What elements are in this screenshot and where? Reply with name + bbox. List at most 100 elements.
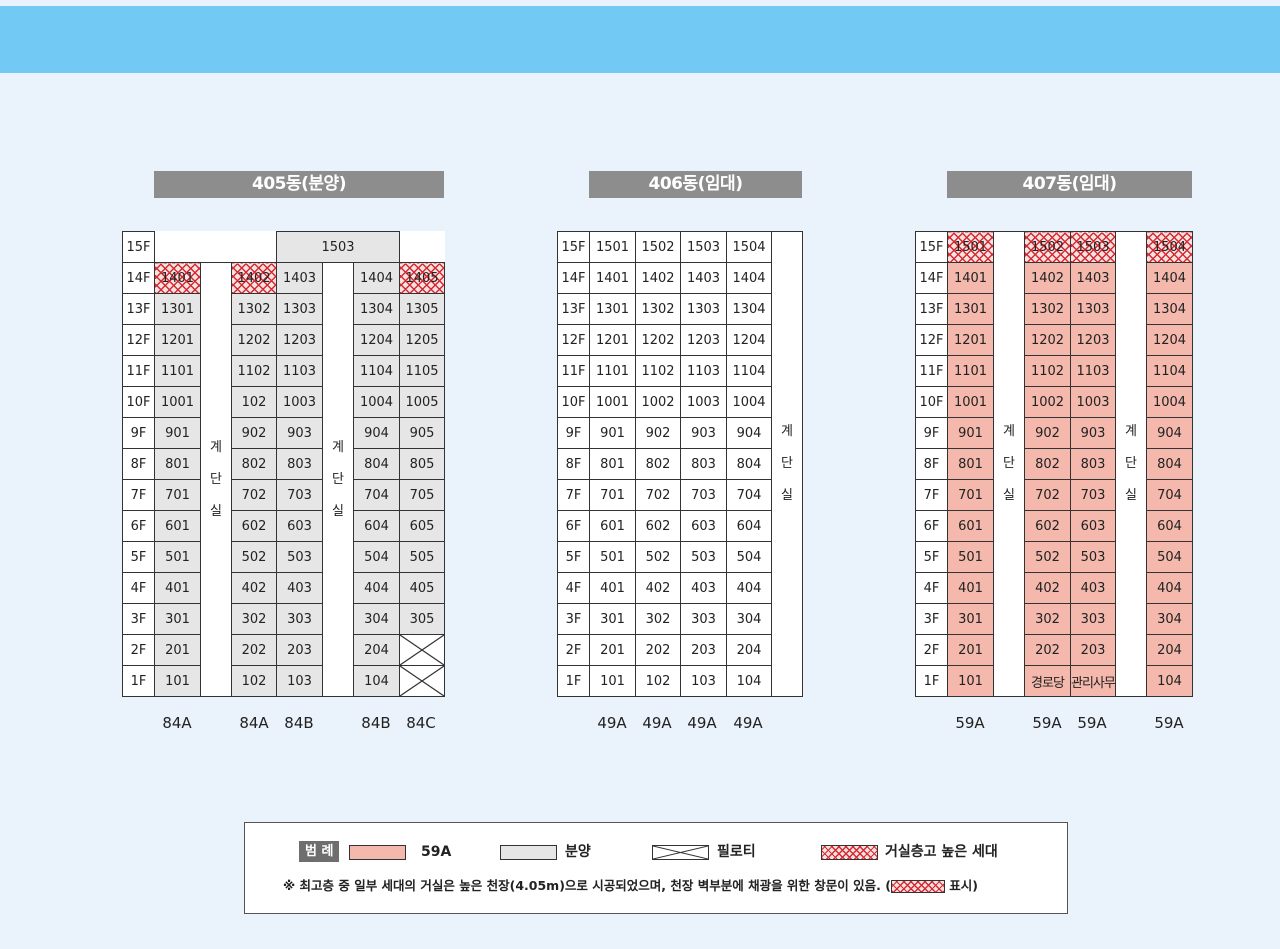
- stairwell: 계 단 실: [200, 262, 232, 697]
- unit-cell: 102: [230, 665, 278, 697]
- unit-cell: 1402: [635, 262, 681, 294]
- unit-cell: 203: [680, 634, 727, 666]
- floor-label: 1F: [557, 665, 590, 697]
- unit-cell: 1503: [1070, 231, 1116, 263]
- unit-cell: 1204: [1146, 324, 1193, 356]
- floor-label: 13F: [122, 293, 155, 325]
- unit-cell: 202: [1024, 634, 1071, 666]
- unit-cell: 305: [399, 603, 446, 635]
- floor-label: 12F: [122, 324, 155, 356]
- legend-title: 범 례: [299, 841, 340, 862]
- empty-cell: [400, 232, 445, 263]
- unit-cell: 501: [947, 541, 994, 573]
- unit-cell: 101: [589, 665, 636, 697]
- floor-label: 5F: [122, 541, 155, 573]
- legend-note-hatch-swatch: [890, 880, 945, 893]
- floor-label: 13F: [915, 293, 948, 325]
- unit-cell: 903: [680, 417, 727, 449]
- floor-label: 1F: [915, 665, 948, 697]
- unit-cell: 905: [399, 417, 446, 449]
- floor-label: 3F: [557, 603, 590, 635]
- unit-cell: 502: [635, 541, 681, 573]
- unit-cell: 201: [947, 634, 994, 666]
- unit-cell: 1304: [353, 293, 401, 325]
- floor-label: 6F: [915, 510, 948, 542]
- unit-cell: 604: [353, 510, 401, 542]
- unit-cell: 1204: [726, 324, 772, 356]
- unit-cell: 504: [353, 541, 401, 573]
- unit-type-label: 49A: [687, 714, 717, 732]
- floor-label: 9F: [557, 417, 590, 449]
- unit-type-label: 84C: [406, 714, 436, 732]
- unit-cell: 1002: [1024, 386, 1071, 418]
- unit-cell: 1404: [353, 262, 401, 294]
- unit-cell: 1201: [154, 324, 201, 356]
- unit-cell: 402: [1024, 572, 1071, 604]
- unit-cell: 1302: [635, 293, 681, 325]
- unit-cell: 603: [1070, 510, 1116, 542]
- unit-cell: 503: [1070, 541, 1116, 573]
- floor-label: 1F: [122, 665, 155, 697]
- unit-cell: 505: [399, 541, 446, 573]
- floor-label: 6F: [557, 510, 590, 542]
- unit-cell: 401: [154, 572, 201, 604]
- unit-cell: 1202: [230, 324, 278, 356]
- unit-cell: 1301: [589, 293, 636, 325]
- unit-cell: 403: [1070, 572, 1116, 604]
- unit-cell: 1504: [1146, 231, 1193, 263]
- unit-cell: 303: [1070, 603, 1116, 635]
- unit-cell: 302: [635, 603, 681, 635]
- unit-cell: 104: [1146, 665, 1193, 697]
- unit-cell: 303: [276, 603, 324, 635]
- unit-cell: 604: [726, 510, 772, 542]
- floor-label: 10F: [915, 386, 948, 418]
- unit-cell: 703: [1070, 479, 1116, 511]
- unit-cell: 201: [154, 634, 201, 666]
- unit-cell: 902: [230, 417, 278, 449]
- unit-cell: 1001: [154, 386, 201, 418]
- legend-swatch-piloti: [652, 845, 709, 860]
- unit-cell: 1303: [680, 293, 727, 325]
- unit-cell: 403: [276, 572, 324, 604]
- floor-label: 8F: [915, 448, 948, 480]
- unit-cell: 1101: [154, 355, 201, 387]
- unit-cell: 1104: [1146, 355, 1193, 387]
- unit-cell: 802: [635, 448, 681, 480]
- unit-cell: 1201: [947, 324, 994, 356]
- floor-label: 10F: [122, 386, 155, 418]
- unit-cell: 502: [230, 541, 278, 573]
- unit-cell: 405: [399, 572, 446, 604]
- unit-cell: 804: [726, 448, 772, 480]
- stairwell-label: 계 단 실: [1125, 424, 1137, 503]
- floor-label: 8F: [122, 448, 155, 480]
- unit-cell: 1001: [947, 386, 994, 418]
- unit-cell: 1103: [680, 355, 727, 387]
- floor-label: 5F: [557, 541, 590, 573]
- floor-label: 14F: [557, 262, 590, 294]
- unit-cell: 1303: [276, 293, 324, 325]
- unit-cell: 403: [680, 572, 727, 604]
- floor-label: 9F: [122, 417, 155, 449]
- empty-cell: [155, 232, 277, 263]
- unit-cell: 701: [947, 479, 994, 511]
- unit-cell: 1502: [1024, 231, 1071, 263]
- unit-cell: 204: [353, 634, 401, 666]
- building-407-title: 407동(임대): [947, 171, 1192, 198]
- unit-cell: 1402: [230, 262, 278, 294]
- unit-type-label: 84A: [162, 714, 192, 732]
- legend-swatch-sale: [500, 845, 557, 860]
- floor-label: 3F: [915, 603, 948, 635]
- floor-label: 4F: [557, 572, 590, 604]
- floor-label: 3F: [122, 603, 155, 635]
- unit-cell: 602: [1024, 510, 1071, 542]
- piloti-x-icon: [653, 846, 708, 859]
- floor-label: 14F: [122, 262, 155, 294]
- building-407-floor-plan: 15F 1501 계 단 실 1502 1503 계 단 실 1504 14F 1401 1402…: [915, 231, 1193, 697]
- unit-cell: 102: [230, 386, 278, 418]
- unit-cell: 1105: [399, 355, 446, 387]
- unit-cell: 803: [276, 448, 324, 480]
- floor-label: 14F: [915, 262, 948, 294]
- unit-cell: 1401: [947, 262, 994, 294]
- unit-type-label: 49A: [733, 714, 763, 732]
- unit-cell: 1302: [1024, 293, 1071, 325]
